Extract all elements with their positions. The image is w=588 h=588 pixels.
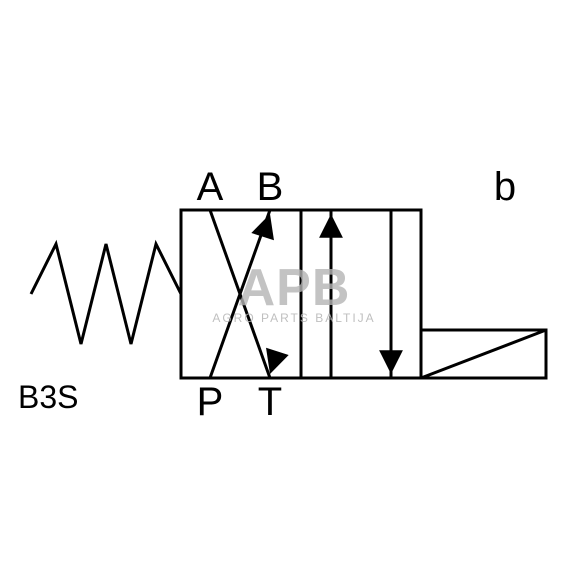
spring bbox=[31, 244, 181, 344]
actuator-label-b: b bbox=[494, 165, 516, 209]
watermark-logo: APB bbox=[238, 259, 351, 317]
solenoid-diagonal bbox=[421, 330, 546, 378]
port-label-a: A bbox=[197, 165, 224, 209]
watermark-tagline: AGRO PARTS BALTIJA bbox=[212, 311, 375, 325]
port-label-t: T bbox=[258, 380, 282, 424]
port-label-p: P bbox=[197, 380, 224, 424]
side-label-b3s: B3S bbox=[18, 379, 78, 415]
port-label-b-upper: B bbox=[257, 165, 284, 209]
watermark: APB AGRO PARTS BALTIJA bbox=[212, 259, 375, 325]
